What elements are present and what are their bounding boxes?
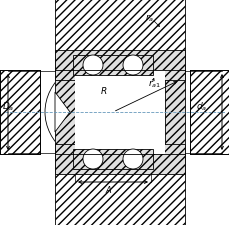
Ellipse shape	[63, 71, 162, 154]
Text: $A$: $A$	[105, 183, 112, 194]
Polygon shape	[55, 93, 70, 132]
Bar	[55, 0, 184, 71]
Circle shape	[83, 56, 103, 76]
Polygon shape	[55, 71, 75, 154]
Circle shape	[123, 149, 142, 169]
Bar	[55, 51, 184, 81]
Bar	[55, 71, 184, 154]
Bar	[63, 71, 162, 154]
Circle shape	[83, 149, 103, 169]
Text: $D_a$: $D_a$	[2, 101, 14, 113]
Circle shape	[123, 56, 142, 76]
Polygon shape	[164, 71, 184, 154]
Bar	[55, 144, 184, 174]
Bar	[55, 154, 184, 225]
Text: $r_{a1}$: $r_{a1}$	[147, 78, 160, 89]
Text: $r_a$: $r_a$	[144, 13, 153, 24]
Bar	[0, 71, 40, 154]
Text: $R$: $R$	[100, 85, 107, 96]
Bar	[73, 56, 152, 76]
Bar	[73, 149, 152, 169]
Text: $d_a$: $d_a$	[195, 101, 206, 113]
Ellipse shape	[45, 57, 180, 168]
Bar	[189, 71, 229, 154]
Bar	[75, 71, 164, 154]
